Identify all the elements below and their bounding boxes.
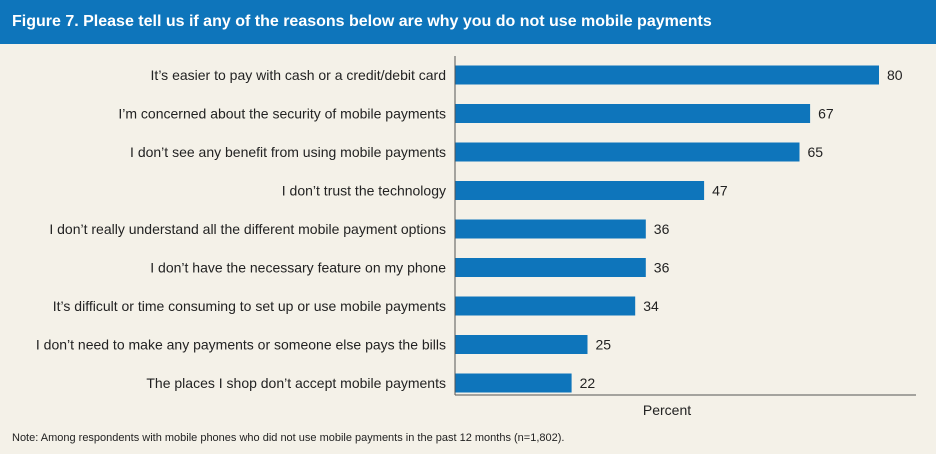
figure-title: Figure 7. Please tell us if any of the r…: [12, 13, 712, 30]
data-label: 65: [808, 144, 824, 160]
bar: [455, 142, 800, 162]
category-label: It’s easier to pay with cash or a credit…: [151, 67, 446, 83]
category-label: It’s difficult or time consuming to set …: [53, 298, 446, 314]
bar-chart: It’s easier to pay with cash or a credit…: [36, 56, 916, 418]
data-label: 67: [818, 106, 834, 122]
data-label: 36: [654, 260, 670, 276]
bar: [455, 181, 705, 200]
category-label: I don’t really understand all the differ…: [49, 221, 446, 237]
category-label: I’m concerned about the security of mobi…: [118, 106, 446, 122]
chart-panel: It’s easier to pay with cash or a credit…: [0, 44, 936, 454]
data-label: 47: [712, 183, 728, 199]
bar: [455, 373, 572, 393]
category-label: The places I shop don’t accept mobile pa…: [146, 375, 446, 391]
bar: [455, 219, 646, 239]
category-label: I don’t need to make any payments or som…: [36, 337, 446, 353]
x-axis-title: Percent: [643, 402, 691, 418]
data-label: 36: [654, 221, 670, 237]
data-label: 22: [580, 375, 596, 391]
bar: [455, 335, 588, 354]
bar: [455, 258, 646, 277]
category-label: I don’t see any benefit from using mobil…: [130, 144, 446, 160]
data-label: 25: [596, 337, 612, 353]
bar: [455, 104, 811, 123]
footnote: Note: Among respondents with mobile phon…: [12, 432, 565, 444]
category-label: I don’t trust the technology: [282, 183, 446, 199]
bar: [455, 65, 879, 85]
data-label: 80: [887, 67, 903, 83]
data-label: 34: [643, 298, 659, 314]
figure-title-bar: Figure 7. Please tell us if any of the r…: [0, 0, 936, 44]
bar: [455, 296, 636, 316]
category-label: I don’t have the necessary feature on my…: [150, 260, 446, 276]
